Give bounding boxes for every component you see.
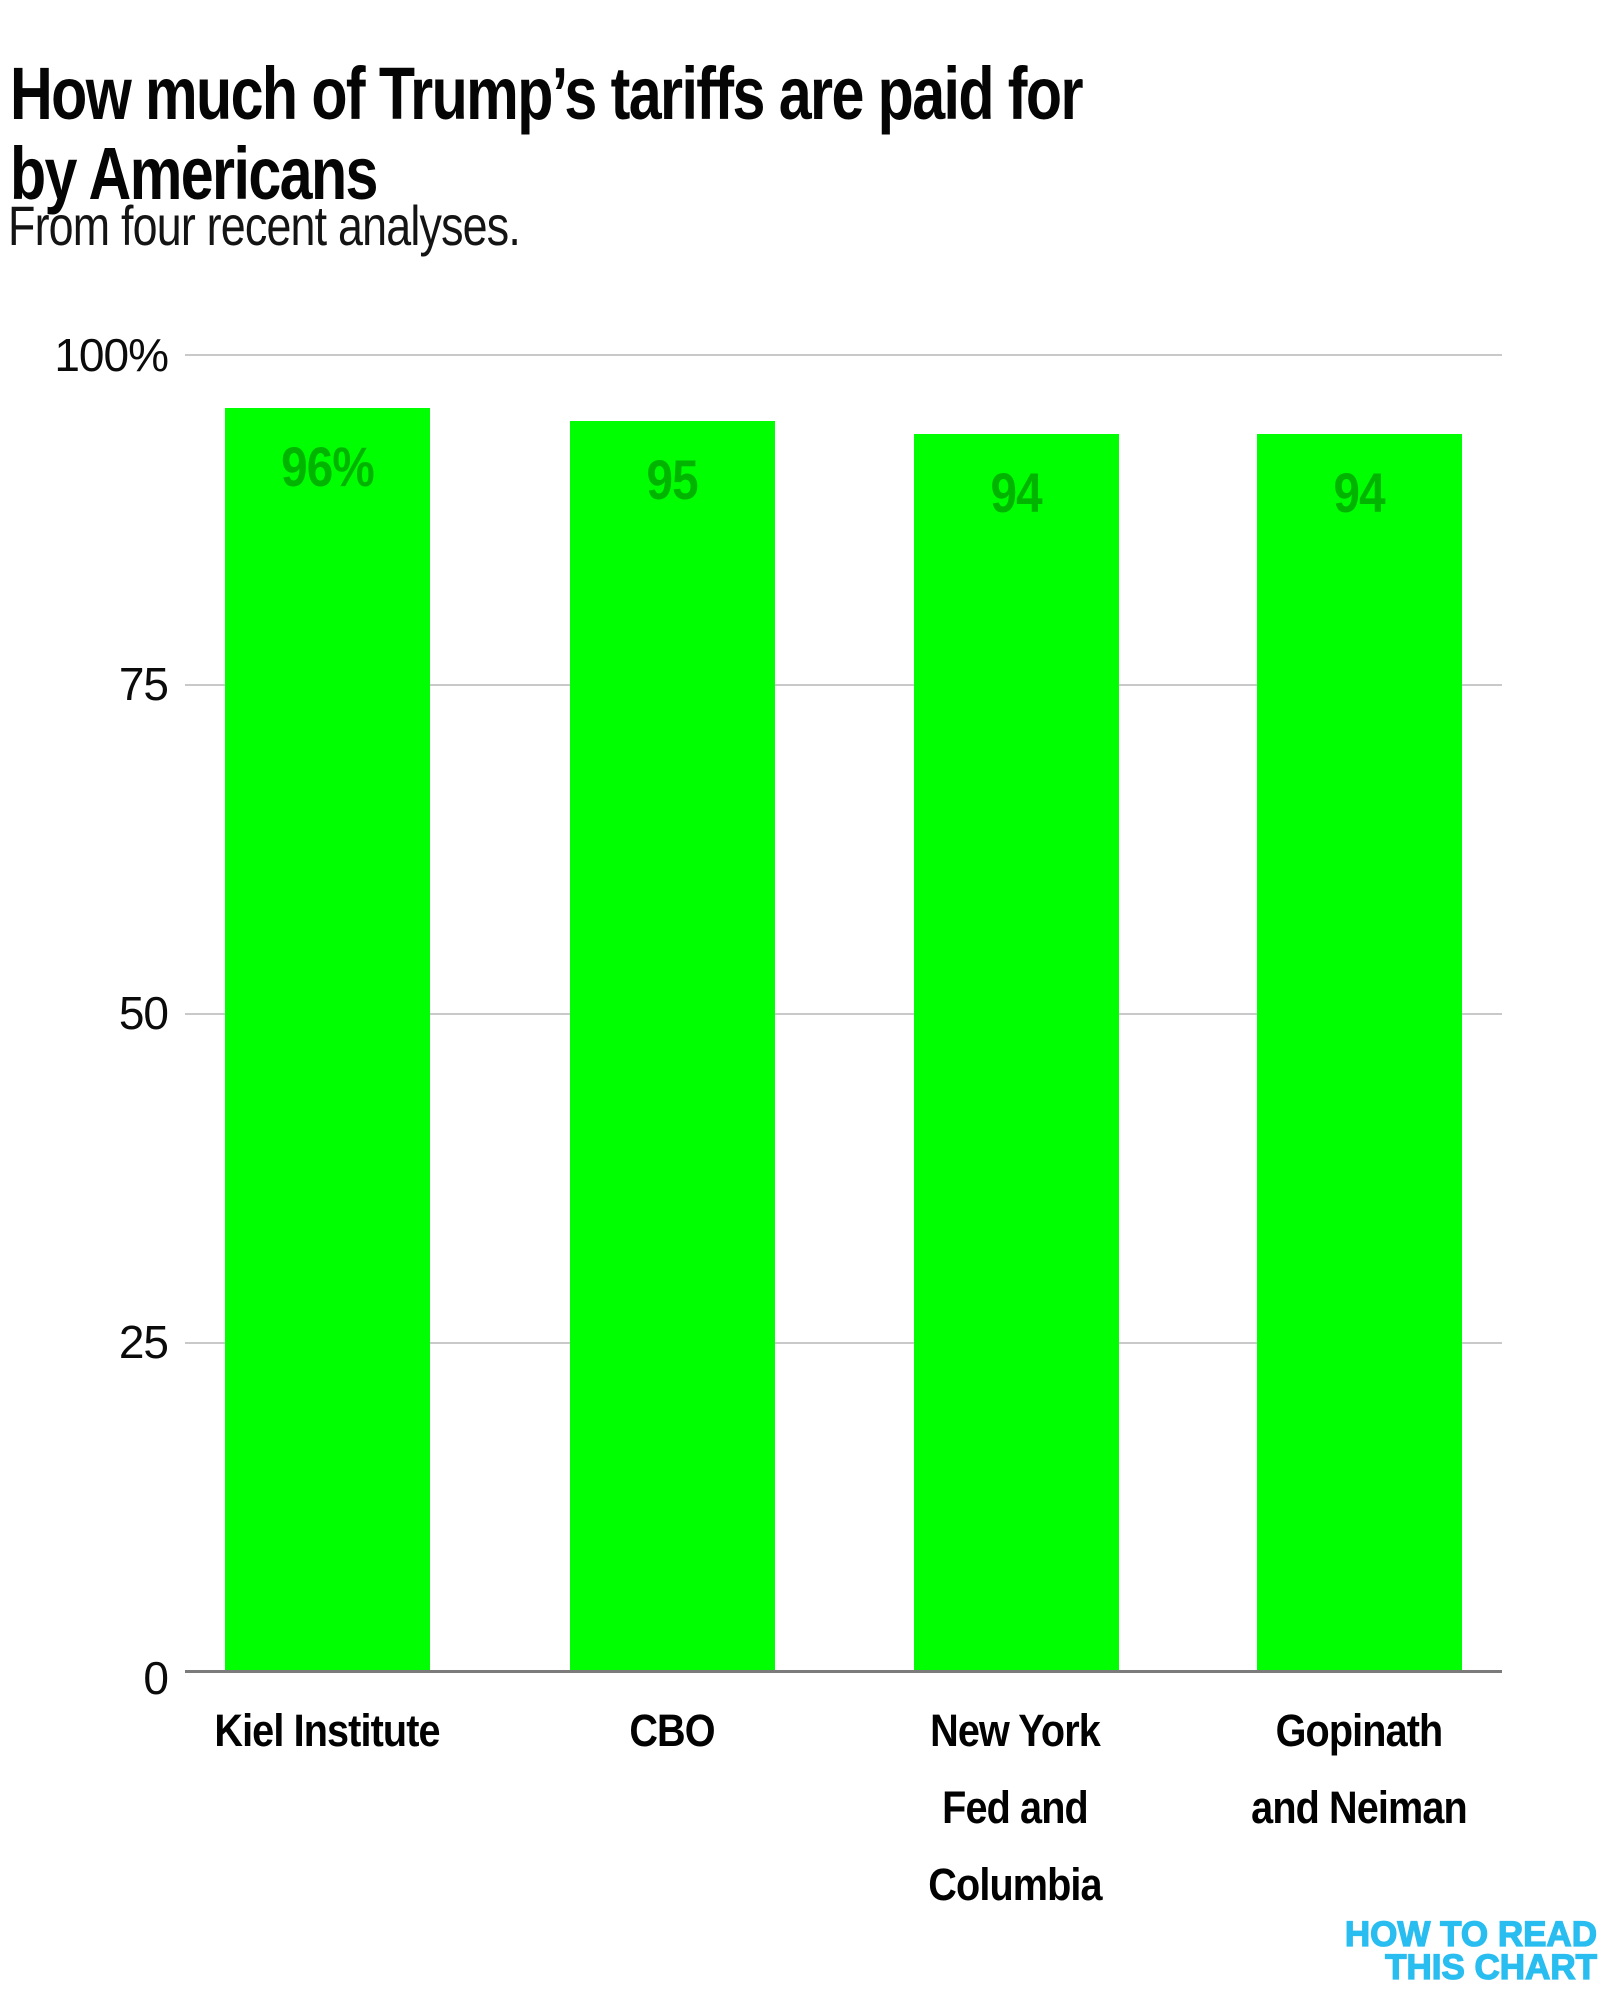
ytick-100: 100%	[54, 328, 169, 381]
category-label-cbo: CBO	[531, 1692, 813, 1769]
logo-line1: HOW TO READ	[1344, 1915, 1597, 1954]
ytick-75: 75	[118, 657, 169, 710]
bar-ny-fed-columbia: 94	[914, 434, 1119, 1671]
bar-cbo: 95	[570, 421, 775, 1671]
chart-title: How much of Trump’s tariffs are paid for…	[10, 51, 1083, 215]
bar-value-label: 94	[990, 461, 1043, 524]
chart-title-line1: How much of Trump’s tariffs are paid for	[10, 51, 1083, 135]
logo-line2: THIS CHART	[1384, 1948, 1597, 1987]
chart-title-line2: by Americans	[10, 131, 378, 215]
category-label-kiel-institute: Kiel Institute	[186, 1692, 468, 1769]
x-axis-line	[185, 1670, 1502, 1673]
bar-gopinath-neiman: 94	[1257, 434, 1462, 1671]
gridline-100	[185, 354, 1502, 356]
category-label-ny-fed-columbia: New York Fed and Columbia	[874, 1692, 1156, 1923]
category-line: Columbia	[928, 1859, 1102, 1910]
bar-value-label: 96%	[281, 435, 375, 498]
bar-value-label: 94	[1333, 461, 1386, 524]
gridline-25	[185, 1342, 1502, 1344]
chart-subtitle: From four recent analyses.	[8, 194, 521, 257]
category-line: Fed and	[942, 1782, 1089, 1833]
ytick-0: 0	[143, 1651, 169, 1704]
gridline-50	[185, 1013, 1502, 1015]
how-to-read-this-chart-logo: HOW TO READ THIS CHART	[1344, 1915, 1597, 1987]
category-label-gopinath-neiman: Gopinath and Neiman	[1218, 1692, 1500, 1846]
ytick-50: 50	[118, 986, 169, 1039]
bar-value-label: 95	[646, 448, 699, 511]
ytick-25: 25	[118, 1315, 169, 1368]
bar-kiel-institute: 96%	[225, 408, 430, 1671]
category-line: New York	[930, 1705, 1101, 1756]
category-line: Kiel Institute	[214, 1705, 440, 1756]
gridline-75	[185, 684, 1502, 686]
category-line: Gopinath	[1275, 1705, 1444, 1756]
category-line: and Neiman	[1251, 1782, 1468, 1833]
category-line: CBO	[629, 1705, 715, 1756]
